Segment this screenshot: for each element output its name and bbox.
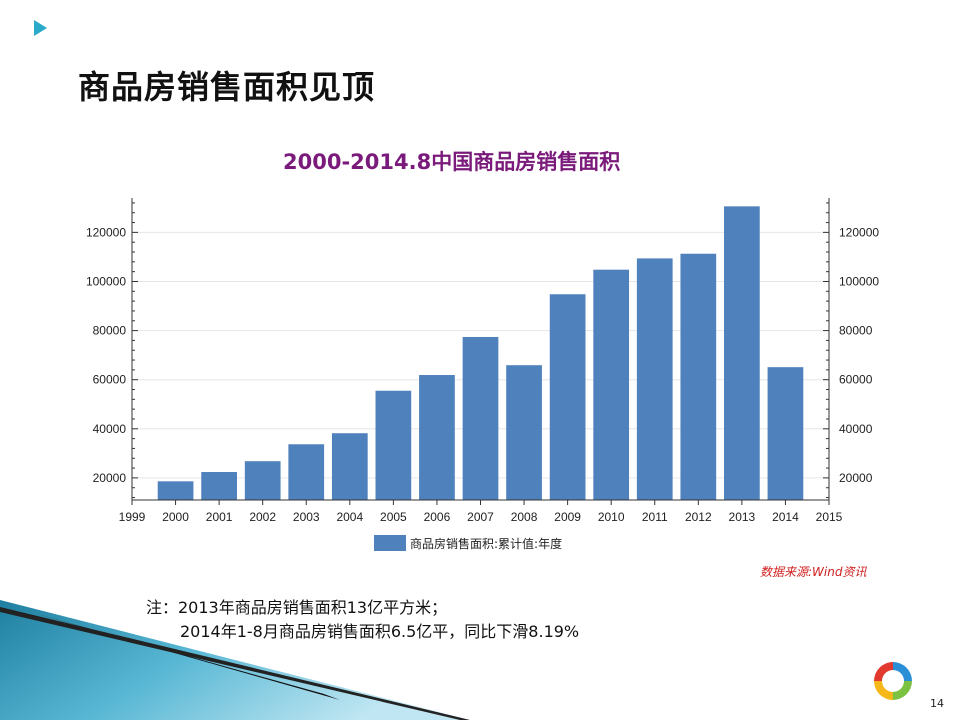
bar-2003 [288, 444, 325, 500]
x-tick-label-1999: 1999 [119, 510, 146, 524]
y-tick-label-left: 120000 [86, 225, 126, 239]
bar-2000 [157, 481, 194, 500]
x-tick-label-2004: 2004 [336, 510, 363, 524]
x-tick-label-2011: 2011 [642, 510, 668, 524]
x-tick-label-2000: 2000 [162, 510, 189, 524]
bar-2010 [593, 269, 630, 500]
y-tick-label-right: 40000 [839, 422, 873, 436]
y-tick-label-right: 20000 [839, 471, 873, 485]
bar-2005 [375, 390, 412, 500]
bar-2012 [680, 253, 717, 500]
x-tick-label-2001: 2001 [206, 510, 233, 524]
y-tick-label-left: 20000 [93, 471, 127, 485]
bar-2002 [244, 461, 281, 500]
data-source-label: 数据来源:Wind资讯 [760, 565, 867, 579]
x-tick-label-2007: 2007 [467, 510, 494, 524]
bar-2014 [767, 367, 804, 500]
bar-2009 [549, 294, 586, 500]
x-tick-label-2003: 2003 [293, 510, 320, 524]
blue-swoosh-band [0, 600, 470, 720]
x-tick-label-2015: 2015 [816, 510, 843, 524]
x-tick-label-2010: 2010 [598, 510, 625, 524]
legend-swatch [374, 535, 406, 551]
y-tick-label-left: 100000 [86, 274, 126, 288]
x-tick-label-2012: 2012 [685, 510, 712, 524]
x-tick-label-2002: 2002 [249, 510, 276, 524]
bar-2008 [506, 365, 542, 500]
legend-label: 商品房销售面积:累计值:年度 [410, 536, 562, 551]
x-tick-label-2006: 2006 [424, 510, 451, 524]
bar-2006 [419, 375, 455, 500]
x-tick-label-2013: 2013 [729, 510, 756, 524]
bar-2007 [462, 336, 499, 500]
note-line-2: 2014年1-8月商品房销售面积6.5亿平，同比下滑8.19% [180, 622, 580, 641]
x-tick-label-2014: 2014 [772, 510, 799, 524]
title-bullet-icon [34, 20, 47, 36]
chart-title: 2000-2014.8中国商品房销售面积 [283, 150, 621, 174]
bar-2001 [201, 472, 237, 500]
y-tick-label-left: 60000 [93, 373, 127, 387]
page-number: 14 [930, 697, 944, 710]
bar-2011 [636, 258, 673, 500]
bar-2004 [331, 433, 368, 500]
y-tick-label-right: 80000 [839, 324, 873, 338]
x-tick-label-2005: 2005 [380, 510, 407, 524]
x-tick-label-2009: 2009 [554, 510, 581, 524]
company-logo-icon [874, 662, 912, 700]
slide-title: 商品房销售面积见顶 [78, 68, 376, 106]
y-tick-label-right: 60000 [839, 373, 873, 387]
y-tick-label-right: 120000 [839, 225, 879, 239]
y-tick-label-right: 100000 [839, 274, 879, 288]
bar-2013 [724, 206, 760, 500]
y-tick-label-left: 80000 [93, 324, 127, 338]
note-line-1: 注：2013年商品房销售面积13亿平方米； [146, 598, 448, 617]
x-tick-label-2008: 2008 [511, 510, 538, 524]
y-tick-label-left: 40000 [93, 422, 127, 436]
